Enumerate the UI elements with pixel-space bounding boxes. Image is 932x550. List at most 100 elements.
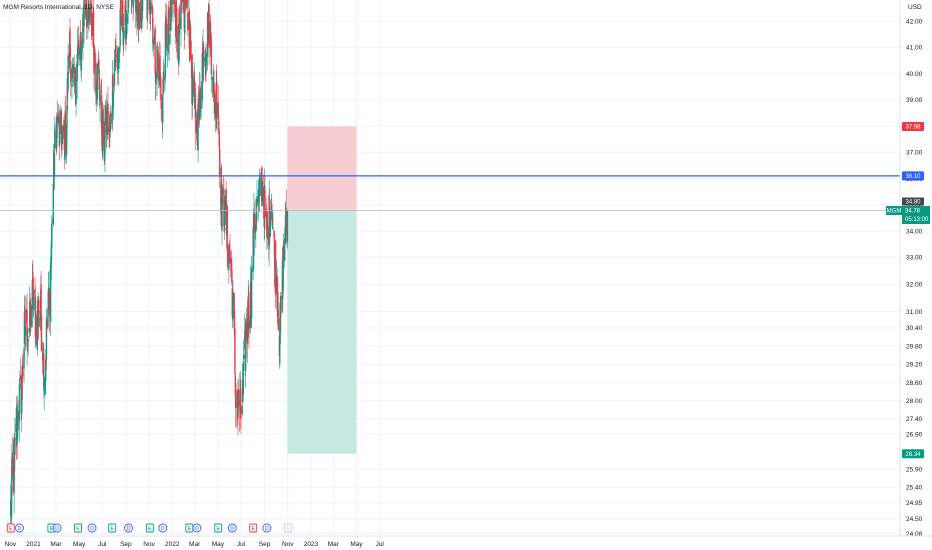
candle [38, 312, 40, 327]
candle-body [135, 0, 137, 9]
earnings-marker[interactable]: E [108, 523, 117, 533]
candle [45, 348, 47, 396]
candle-body [187, 12, 189, 31]
candle [154, 24, 156, 76]
candle-body [250, 268, 253, 319]
x-tick-label: 2022 [165, 541, 180, 548]
candle [132, 0, 135, 15]
candle-body [18, 413, 20, 418]
candle [284, 226, 286, 269]
candle [99, 83, 101, 123]
candle-body [204, 58, 206, 59]
candle [62, 124, 64, 144]
candle-body [222, 189, 225, 195]
dividend-marker[interactable]: D [52, 523, 62, 533]
candle [86, 0, 88, 40]
candle-body [56, 116, 58, 149]
candle-body [204, 62, 207, 73]
event-marker-letter: E [251, 526, 255, 532]
dividend-marker[interactable]: D [192, 523, 202, 533]
candle-body [230, 258, 233, 271]
dividend-marker[interactable]: D [158, 523, 168, 533]
candle-body [190, 54, 193, 79]
candle [165, 2, 167, 41]
price-axis[interactable]: 43.0042.0041.0040.0039.0038.0037.0036.00… [906, 0, 923, 538]
candle [61, 125, 63, 155]
y-tick-label: 29.20 [906, 362, 923, 369]
candle [180, 0, 183, 12]
x-tick-label: Sep [259, 541, 271, 548]
candle-body [23, 312, 26, 344]
candle-body [226, 206, 229, 249]
candle [123, 26, 125, 44]
earnings-marker[interactable]: E [214, 523, 223, 533]
candle-body [244, 336, 247, 372]
candle [271, 213, 274, 229]
candle-body [119, 46, 121, 53]
candle [157, 46, 160, 89]
candle [104, 99, 107, 139]
candle [162, 79, 164, 139]
candle [95, 78, 98, 105]
dividend-marker[interactable]: D [262, 523, 272, 533]
candle-body [80, 43, 83, 71]
candle [266, 210, 269, 240]
candle [181, 0, 183, 12]
candle-body [242, 364, 244, 395]
earnings-marker[interactable]: E [284, 523, 293, 533]
candle-body [34, 294, 36, 302]
candle-body [141, 0, 144, 11]
candle [59, 104, 61, 144]
candle [56, 100, 59, 138]
candle-body [216, 81, 218, 120]
earnings-marker[interactable]: E [185, 523, 194, 533]
chart-plot-area[interactable] [0, 0, 900, 550]
dividend-marker[interactable]: D [227, 523, 237, 533]
earnings-marker[interactable]: E [145, 523, 154, 533]
candle [24, 321, 27, 351]
candle-body [274, 241, 277, 294]
candle-body [69, 28, 71, 55]
candle [237, 379, 240, 419]
dividend-marker[interactable]: D [15, 523, 24, 533]
earnings-marker[interactable]: E [6, 523, 15, 533]
dividend-marker[interactable]: D [124, 523, 133, 533]
candle [176, 18, 178, 59]
candle [253, 192, 255, 270]
candle [208, 0, 210, 66]
earnings-marker[interactable]: E [74, 523, 82, 533]
candle-body [279, 341, 281, 351]
candle-body [172, 0, 174, 5]
candle [16, 395, 19, 446]
candle [202, 42, 205, 84]
candle-body [51, 228, 53, 230]
y-tick-label: 28.60 [906, 380, 923, 387]
candle [219, 131, 221, 189]
candle [65, 123, 68, 165]
candle-body [112, 74, 114, 105]
candle [136, 0, 138, 29]
candle [197, 85, 200, 125]
candle [23, 295, 26, 358]
candle-body [152, 38, 154, 50]
x-tick-label: Mar [328, 541, 340, 548]
candle-body [114, 44, 117, 63]
y-tick-label: 40.00 [906, 71, 923, 78]
candle [155, 71, 157, 100]
candle [69, 43, 72, 63]
candle-body [84, 3, 86, 9]
x-tick-label: 2021 [26, 541, 41, 548]
candle-body [181, 0, 184, 2]
candle [286, 209, 289, 249]
dividend-marker[interactable]: D [87, 523, 97, 533]
time-axis[interactable]: Nov 2021 Mar May Jul Sep Nov 2022 Mar May Jul Sep No… [5, 541, 385, 548]
candle-body [136, 0, 138, 26]
candle [258, 181, 260, 213]
candle [256, 179, 258, 219]
candle [67, 43, 69, 93]
candle [127, 10, 129, 35]
earnings-marker[interactable]: E [249, 523, 258, 533]
candle [116, 46, 119, 85]
